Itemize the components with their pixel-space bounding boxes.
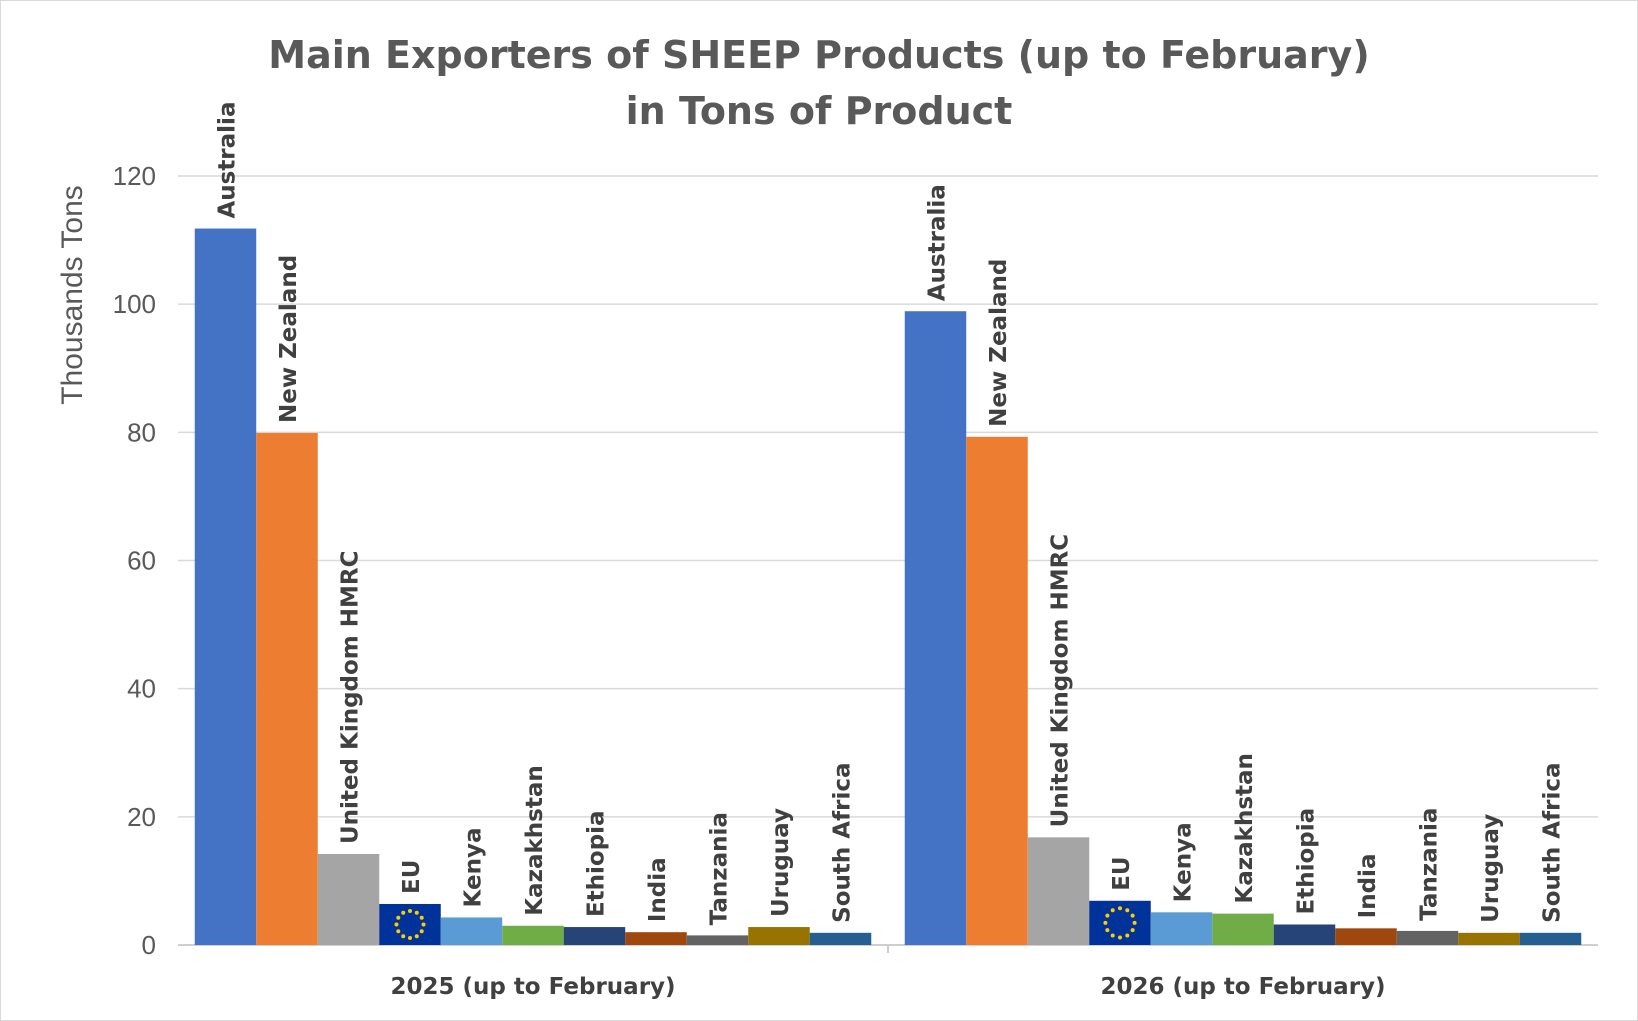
eu-star	[1125, 908, 1130, 913]
bar-kazakhstan	[502, 925, 564, 945]
eu-star	[1118, 935, 1122, 940]
eu-star	[401, 910, 406, 915]
bar-australia	[194, 228, 257, 945]
bar-data-label: Tanzania	[707, 812, 733, 925]
bar-united-kingdom-hmrc	[1027, 837, 1090, 945]
bar-tanzania	[686, 935, 749, 945]
eu-flag-icon	[394, 908, 426, 941]
bar-data-label: New Zealand	[276, 255, 302, 423]
bar-uruguay	[748, 927, 810, 945]
bar-india	[1335, 928, 1397, 945]
y-tick-label: 100	[113, 289, 156, 319]
eu-star	[401, 934, 406, 939]
bar-data-label: India	[1355, 854, 1381, 919]
y-tick-label: 120	[113, 161, 156, 191]
bar-data-label: Kazakhstan	[1232, 753, 1258, 904]
eu-star	[419, 915, 424, 920]
y-axis-label: Thousands Tons	[56, 185, 89, 405]
bar-data-label: India	[645, 857, 671, 922]
bar-south-africa	[1519, 932, 1582, 945]
bar-data-label: Ethiopia	[1294, 808, 1320, 915]
bar-data-label: EU	[1109, 856, 1135, 890]
bar-data-label: South Africa	[1540, 763, 1566, 923]
eu-star	[394, 922, 399, 927]
eu-star	[396, 929, 401, 934]
bar-ethiopia	[1273, 924, 1336, 945]
bar-kenya	[440, 917, 503, 945]
bar-australia	[904, 311, 967, 945]
eu-star	[1103, 920, 1108, 925]
bar-data-label: Tanzania	[1417, 808, 1443, 921]
bar-data-label: Uruguay	[1478, 814, 1504, 923]
eu-star	[1110, 908, 1115, 913]
bar-ethiopia	[563, 927, 626, 945]
eu-star	[396, 915, 401, 920]
eu-star	[1110, 933, 1115, 938]
eu-star	[419, 929, 424, 934]
eu-star	[1105, 913, 1110, 918]
eu-flag-icon	[1103, 906, 1137, 940]
eu-star	[1132, 920, 1137, 925]
bar-south-africa	[809, 932, 872, 945]
bar-kazakhstan	[1212, 913, 1274, 945]
bar-united-kingdom-hmrc	[317, 854, 380, 945]
x-category-label: 2025 (up to February)	[390, 974, 675, 1000]
bar-data-label: South Africa	[830, 763, 856, 923]
bar-data-label: Uruguay	[768, 808, 794, 917]
chart-title: Main Exporters of SHEEP Products (up to …	[268, 33, 1370, 77]
bar-new-zealand	[256, 432, 318, 946]
bar-india	[625, 932, 687, 945]
eu-star	[1130, 928, 1135, 933]
bar-data-label: Kenya	[461, 828, 487, 908]
bar-data-label: United Kingdom HMRC	[338, 550, 364, 844]
bar-data-label: Kazakhstan	[522, 765, 548, 916]
eu-star	[1105, 928, 1110, 933]
bar-data-label: United Kingdom HMRC	[1048, 534, 1074, 828]
bar-data-label: Kenya	[1171, 822, 1197, 902]
y-tick-label: 20	[127, 802, 156, 832]
eu-star	[421, 922, 426, 927]
eu-star	[1125, 933, 1130, 938]
eu-star	[1130, 913, 1135, 918]
eu-star	[414, 910, 419, 915]
bar-new-zealand	[966, 436, 1028, 945]
chart-subtitle: in Tons of Product	[625, 89, 1013, 133]
bar-tanzania	[1396, 930, 1459, 945]
bar-data-label: EU	[399, 860, 425, 894]
y-tick-label: 60	[127, 546, 156, 576]
y-tick-label: 80	[127, 417, 156, 447]
eu-star	[408, 936, 412, 941]
y-tick-label: 0	[142, 930, 156, 960]
bar-kenya	[1150, 912, 1213, 945]
bar-data-label: Australia	[215, 102, 241, 219]
eu-star	[1118, 906, 1122, 911]
y-tick-label: 40	[127, 674, 156, 704]
bar-data-label: Ethiopia	[584, 810, 610, 917]
bar-uruguay	[1458, 932, 1520, 945]
eu-star	[414, 934, 419, 939]
eu-star	[408, 908, 412, 913]
bar-data-label: New Zealand	[986, 259, 1012, 427]
bar-data-label: Australia	[925, 184, 951, 301]
x-category-label: 2026 (up to February)	[1100, 974, 1385, 1000]
